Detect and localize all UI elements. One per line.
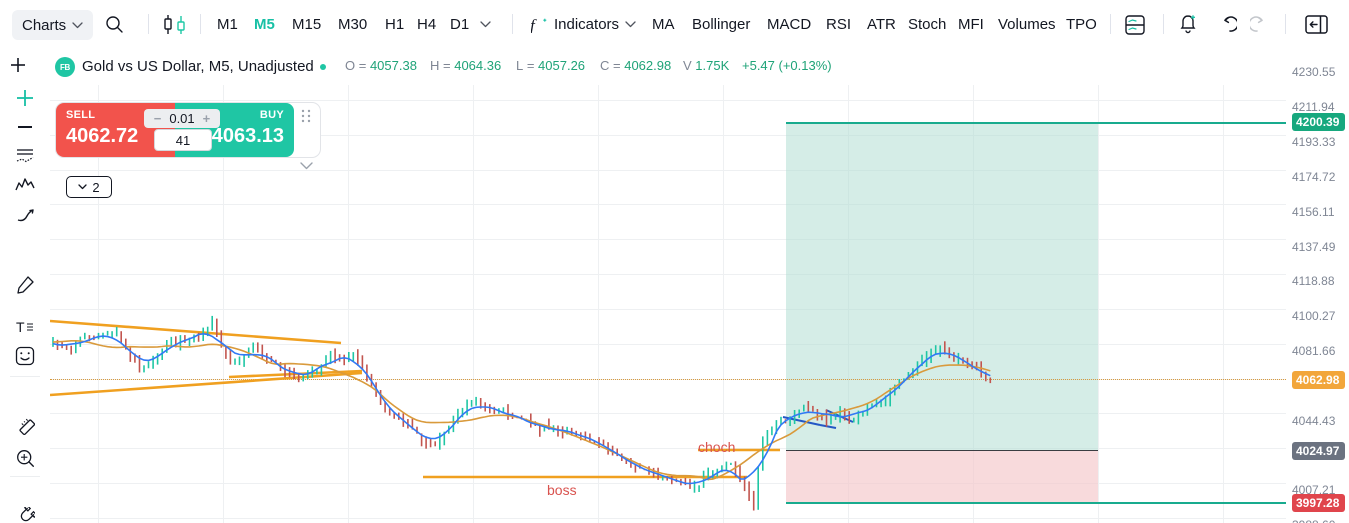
svg-text:f: f <box>531 17 537 33</box>
svg-text:T: T <box>16 319 25 335</box>
